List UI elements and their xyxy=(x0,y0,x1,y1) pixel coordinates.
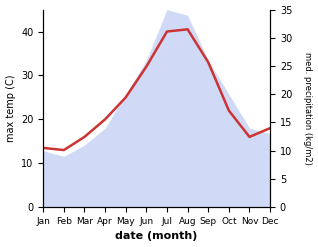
Y-axis label: max temp (C): max temp (C) xyxy=(5,75,16,142)
X-axis label: date (month): date (month) xyxy=(115,231,198,242)
Y-axis label: med. precipitation (kg/m2): med. precipitation (kg/m2) xyxy=(303,52,313,165)
